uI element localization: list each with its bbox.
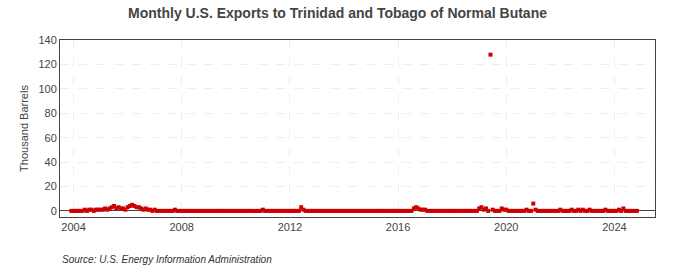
- svg-text:20: 20: [45, 180, 57, 192]
- svg-text:2004: 2004: [61, 221, 85, 233]
- svg-text:80: 80: [45, 107, 57, 119]
- svg-text:2016: 2016: [386, 221, 410, 233]
- svg-text:100: 100: [38, 83, 56, 95]
- svg-text:0: 0: [51, 205, 57, 217]
- svg-text:60: 60: [45, 132, 57, 144]
- svg-text:40: 40: [45, 156, 57, 168]
- svg-text:2012: 2012: [278, 221, 302, 233]
- svg-text:2008: 2008: [169, 221, 193, 233]
- svg-text:Source: U.S. Energy Informatio: Source: U.S. Energy Information Administ…: [62, 254, 272, 265]
- svg-text:2024: 2024: [602, 221, 626, 233]
- svg-text:140: 140: [38, 34, 56, 46]
- svg-text:2020: 2020: [494, 221, 518, 233]
- svg-text:Monthly U.S. Exports to Trinid: Monthly U.S. Exports to Trinidad and Tob…: [128, 5, 547, 21]
- svg-text:Thousand Barrels: Thousand Barrels: [18, 85, 30, 172]
- svg-text:120: 120: [38, 58, 56, 70]
